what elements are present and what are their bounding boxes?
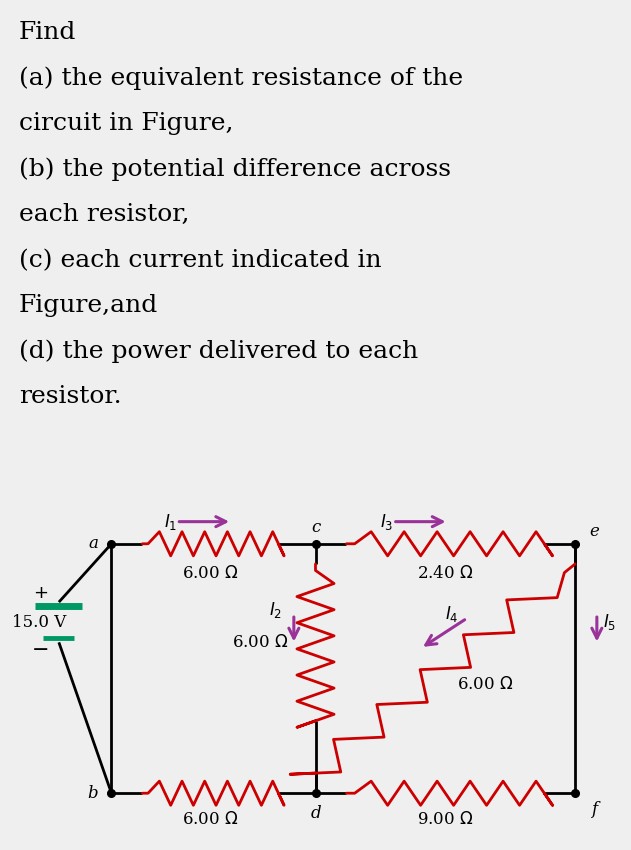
Text: f: f (591, 801, 597, 818)
Text: 6.00 $\Omega$: 6.00 $\Omega$ (232, 634, 288, 651)
Text: (b) the potential difference across: (b) the potential difference across (19, 158, 451, 181)
Text: 15.0 V: 15.0 V (13, 614, 67, 631)
Text: Figure,and: Figure,and (19, 294, 158, 317)
Text: 6.00 $\Omega$: 6.00 $\Omega$ (182, 565, 239, 582)
Text: $I_2$: $I_2$ (269, 600, 282, 620)
Text: 6.00 $\Omega$: 6.00 $\Omega$ (182, 811, 239, 828)
Text: Find: Find (19, 21, 76, 44)
Text: (a) the equivalent resistance of the: (a) the equivalent resistance of the (19, 66, 463, 90)
Text: d: d (310, 805, 321, 822)
Text: (c) each current indicated in: (c) each current indicated in (19, 249, 381, 272)
Text: −: − (32, 640, 49, 660)
Text: 2.40 $\Omega$: 2.40 $\Omega$ (417, 565, 474, 582)
Text: a: a (88, 536, 98, 552)
Text: 6.00 $\Omega$: 6.00 $\Omega$ (457, 676, 514, 693)
Text: +: + (33, 584, 48, 602)
Text: each resistor,: each resistor, (19, 203, 189, 226)
Text: 9.00 $\Omega$: 9.00 $\Omega$ (417, 811, 474, 828)
Text: c: c (311, 519, 320, 536)
Text: b: b (88, 785, 98, 802)
Text: $I_5$: $I_5$ (603, 612, 616, 632)
Text: (d) the power delivered to each: (d) the power delivered to each (19, 340, 418, 364)
Text: $I_3$: $I_3$ (380, 512, 393, 531)
Text: circuit in Figure,: circuit in Figure, (19, 112, 233, 135)
Text: $I_1$: $I_1$ (163, 512, 177, 531)
Text: $I_4$: $I_4$ (445, 604, 458, 624)
Text: resistor.: resistor. (19, 385, 121, 408)
Text: e: e (589, 524, 599, 541)
